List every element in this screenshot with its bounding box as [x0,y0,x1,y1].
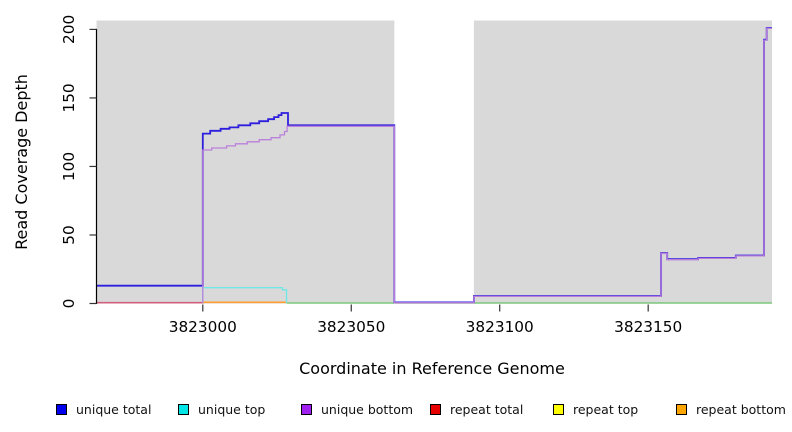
legend-swatch-icon [676,404,687,415]
y-tick-label: 200 [60,15,78,44]
coverage-gap-band [394,20,474,304]
legend-swatch-icon [178,404,189,415]
y-tick-label: 50 [60,225,78,244]
chart-legend: unique total unique top unique bottom repea… [0,400,792,422]
y-tick-label: 0 [60,299,78,309]
series-line-unique-bottom [202,27,772,304]
legend-swatch-icon [553,404,564,415]
legend-swatch-icon [301,404,312,415]
legend-label: repeat top [573,402,639,417]
legend-label: unique top [198,402,266,417]
plot-layers: 0 50 100 150 200 3823000 3823050 3823100 3823150 [60,15,772,336]
series-line-repeat-bottom [202,301,288,304]
x-tick-label: 3823050 [317,318,385,336]
x-tick-label: 3823150 [614,318,682,336]
legend-swatch-icon [430,404,441,415]
coverage-chart: 0 50 100 150 200 3823000 3823050 3823100 3823150… [12,15,772,378]
y-axis-title: Read Coverage Depth [12,74,31,250]
x-axis-title: Coordinate in Reference Genome [299,359,565,378]
legend-label: repeat total [450,402,524,417]
legend-label: unique total [76,402,152,417]
legend-swatch-icon [56,404,67,415]
legend-label: unique bottom [321,402,414,417]
legend-label: repeat bottom [696,402,786,417]
y-tick-label: 150 [60,83,78,112]
x-tick-label: 3823100 [466,318,534,336]
x-tick-label: 3823000 [169,318,237,336]
y-tick-label: 100 [60,152,78,181]
